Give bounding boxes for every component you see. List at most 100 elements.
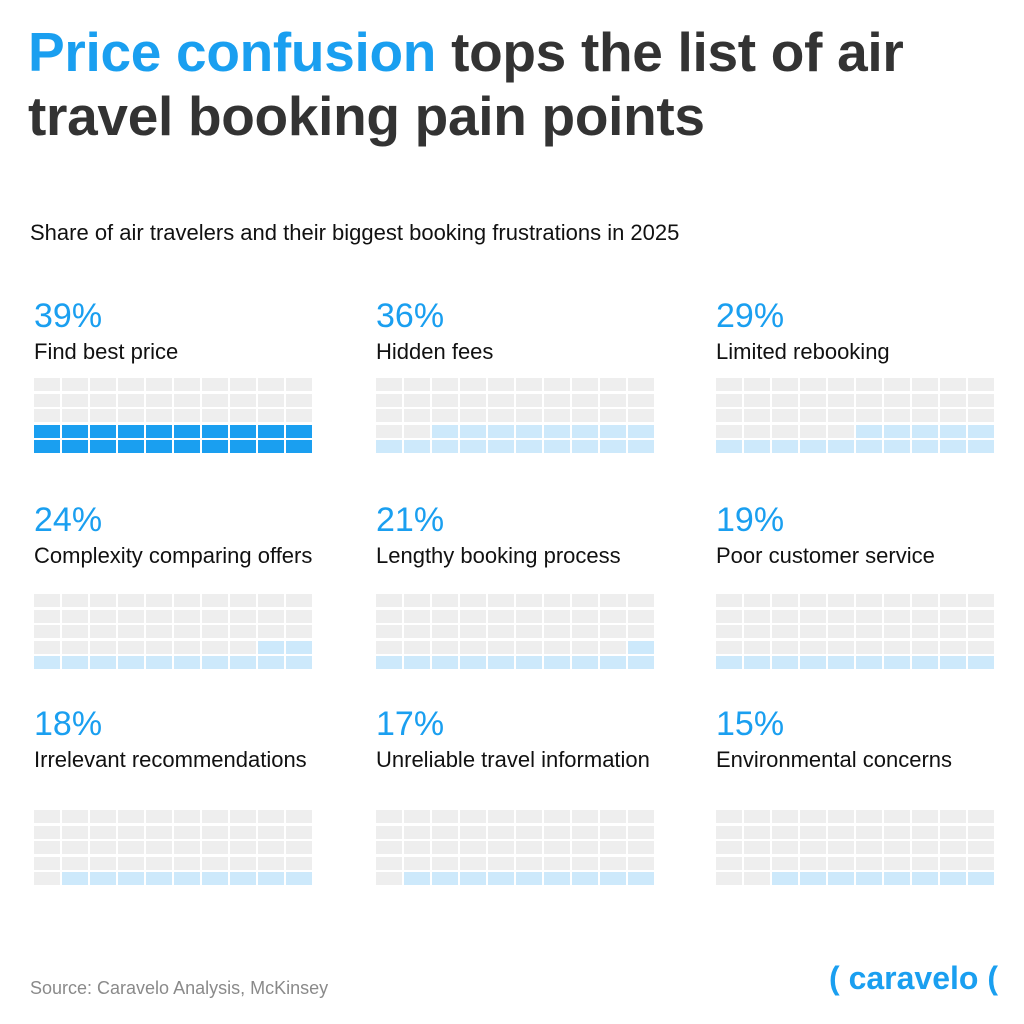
waffle-cell-empty [628,378,654,391]
waffle-cell-empty [912,825,938,839]
waffle-cell-filled [800,440,826,453]
waffle-cell-empty [572,378,598,391]
waffle-cell-filled [772,440,798,453]
waffle-cell-empty [286,625,312,638]
waffle-grid [34,810,312,885]
waffle-cell-empty [376,424,402,438]
waffle-cell-filled [230,424,256,438]
waffle-grid [34,378,312,453]
waffle-cell-filled [544,656,570,669]
waffle-cell-empty [90,856,116,870]
waffle-cell-empty [488,841,514,854]
waffle-cell-empty [600,841,626,854]
waffle-cell-empty [174,609,200,623]
waffle-cell-empty [432,825,458,839]
waffle-cell-filled [90,440,116,453]
waffle-cell-filled [432,872,458,885]
waffle-cell-filled [404,656,430,669]
waffle-cell-filled [404,440,430,453]
waffle-cell-empty [516,594,542,607]
waffle-cell-empty [744,378,770,391]
waffle-cell-empty [174,856,200,870]
waffle-cell-empty [230,378,256,391]
waffle-cell-filled [460,872,486,885]
waffle-cell-empty [856,825,882,839]
waffle-cell-empty [516,841,542,854]
waffle-cell-filled [940,424,966,438]
waffle-cell-empty [968,856,994,870]
waffle-cell-filled [884,424,910,438]
waffle-cell-empty [488,409,514,422]
waffle-cell-empty [800,856,826,870]
waffle-cell-empty [600,825,626,839]
waffle-cell-filled [286,640,312,654]
waffle-cell-empty [600,609,626,623]
waffle-cell-empty [460,640,486,654]
waffle-item-percent: 39% [34,297,103,335]
waffle-cell-empty [572,825,598,839]
waffle-cell-empty [940,640,966,654]
waffle-cell-empty [800,810,826,823]
waffle-cell-empty [34,841,60,854]
waffle-cell-empty [286,609,312,623]
waffle-cell-empty [118,841,144,854]
waffle-cell-empty [884,640,910,654]
waffle-item-label: Lengthy booking process [376,543,621,568]
caravelo-logo: ( caravelo ( [829,960,998,996]
waffle-cell-filled [146,440,172,453]
waffle-cell-empty [118,609,144,623]
waffle-cell-empty [90,393,116,407]
waffle-cell-empty [432,640,458,654]
waffle-grid [34,594,312,669]
waffle-cell-empty [146,594,172,607]
waffle-cell-empty [488,625,514,638]
waffle-cell-empty [62,810,88,823]
waffle-cell-empty [884,609,910,623]
waffle-cell-empty [744,609,770,623]
waffle-cell-empty [376,609,402,623]
waffle-cell-empty [744,640,770,654]
waffle-item: 24% Complexity comparing offers [34,501,314,669]
waffle-cell-empty [856,594,882,607]
waffle-item-percent: 18% [34,705,103,743]
waffle-cell-empty [800,378,826,391]
waffle-cell-empty [628,393,654,407]
waffle-cell-empty [404,625,430,638]
waffle-cell-empty [912,609,938,623]
waffle-cell-filled [90,424,116,438]
waffle-cell-empty [940,378,966,391]
waffle-cell-filled [258,440,284,453]
waffle-cell-filled [202,424,228,438]
waffle-cell-empty [716,594,742,607]
waffle-cell-empty [544,810,570,823]
waffle-cell-empty [628,625,654,638]
waffle-cell-empty [62,625,88,638]
waffle-cell-empty [884,825,910,839]
waffle-cell-empty [968,609,994,623]
waffle-cell-empty [912,378,938,391]
waffle-cell-empty [146,378,172,391]
waffle-cell-filled [628,872,654,885]
waffle-item: 21% Lengthy booking process [376,502,656,669]
waffle-cell-empty [62,825,88,839]
waffle-cell-filled [544,872,570,885]
waffle-cell-filled [828,440,854,453]
waffle-cell-filled [432,424,458,438]
waffle-cell-empty [744,872,770,885]
waffle-cell-empty [174,625,200,638]
waffle-cell-empty [828,825,854,839]
waffle-item-percent: 24% [34,501,103,539]
waffle-cell-empty [628,594,654,607]
waffle-cell-empty [286,825,312,839]
waffle-cell-filled [968,440,994,453]
waffle-cell-filled [376,440,402,453]
waffle-cell-filled [572,424,598,438]
waffle-cell-empty [146,810,172,823]
waffle-cell-filled [912,440,938,453]
waffle-item-label: Complexity comparing offers [34,543,313,568]
waffle-cell-filled [34,424,60,438]
waffle-cell-empty [460,378,486,391]
waffle-cell-empty [772,810,798,823]
waffle-cell-filled [488,424,514,438]
waffle-grid [376,378,654,453]
